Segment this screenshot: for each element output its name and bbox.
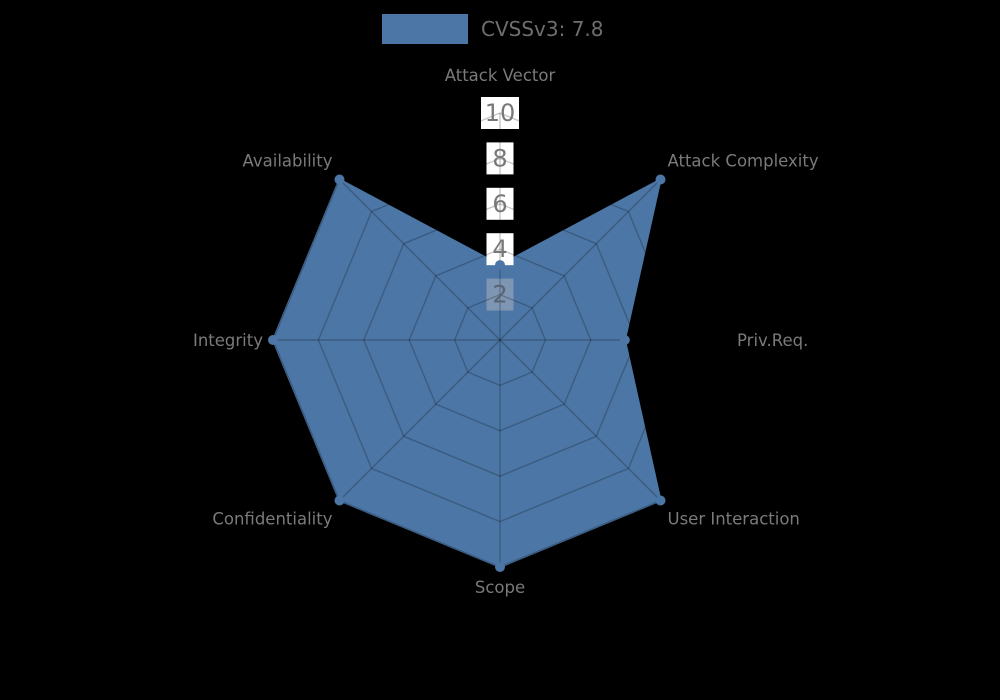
radial-tick-box [486,278,514,311]
grid-spoke [338,178,501,341]
radial-tick-label: 6 [492,190,507,218]
radial-tick-label: 2 [492,281,507,309]
axis-label-attack-vector: Attack Vector [445,66,556,85]
legend: CVSSv3: 7.8 [382,14,604,44]
radial-tick-label: 10 [485,99,516,127]
data-point-marker [495,260,505,271]
data-point-marker [655,495,666,506]
grid-ring [363,203,637,477]
axis-label-user-interaction: User Interaction [668,510,800,529]
radial-tick-box [486,233,514,266]
radial-tick-label: 4 [492,235,507,263]
axis-label-availability: Availability [243,151,333,170]
axis-label-priv-req: Priv.Req. [737,331,808,350]
data-point-marker [334,174,345,185]
grid-ring [408,248,592,432]
radial-tick-label: 8 [492,144,507,172]
data-point-marker [495,562,505,572]
data-point-marker [619,335,630,345]
axis-label-confidentiality: Confidentiality [212,510,332,529]
legend-swatch [382,14,468,44]
radial-tick-box [486,142,514,175]
radial-tick-box [486,187,514,220]
radial-tick-box [481,97,519,129]
axis-label-attack-complexity: Attack Complexity [668,151,819,170]
grid-ring [453,293,547,387]
grid-spoke [499,178,662,341]
axis-label-integrity: Integrity [193,331,263,350]
grid-spoke [338,339,501,502]
grid-spoke [499,339,662,502]
data-point-marker [334,495,345,506]
data-point-marker [655,174,666,185]
data-point-marker [268,335,278,345]
legend-label: CVSSv3: 7.8 [481,17,604,41]
grid-ring [317,157,683,523]
axis-label-scope: Scope [475,578,525,597]
